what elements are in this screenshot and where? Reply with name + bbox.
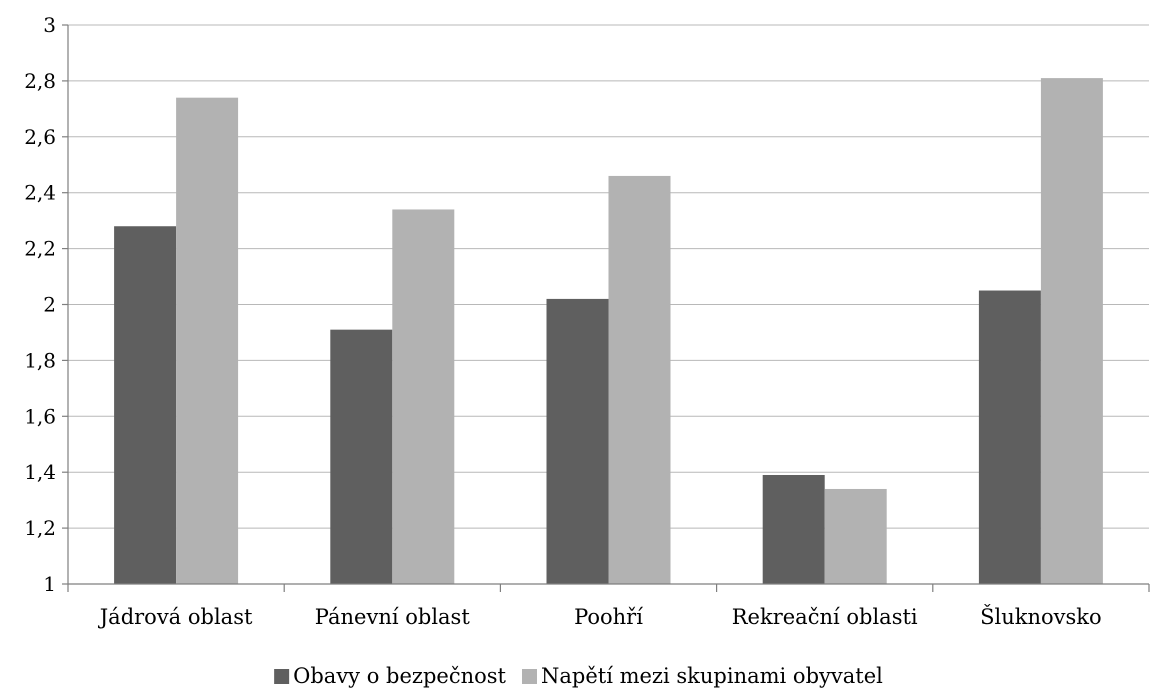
bar-napeti-3 xyxy=(824,488,887,584)
axes xyxy=(62,24,1150,592)
bar-obavy-0 xyxy=(114,226,177,585)
y-tick-label: 1,4 xyxy=(24,460,56,484)
y-tick-label: 1,6 xyxy=(24,404,56,428)
bar-obavy-2 xyxy=(546,298,609,584)
legend-label: Obavy o bezpečnost xyxy=(293,664,506,688)
y-tick-label: 2,8 xyxy=(24,69,56,93)
y-tick-label: 2,6 xyxy=(24,125,56,149)
bar-napeti-0 xyxy=(176,97,239,585)
y-tick-labels: 1 1,2 1,4 1,6 1,8 2 2,2 2,4 2,6 2,8 3 xyxy=(24,13,56,596)
y-tick-label: 1,8 xyxy=(24,348,56,372)
y-tick-label: 2,4 xyxy=(24,181,56,205)
bar-obavy-3 xyxy=(762,474,825,584)
bar-napeti-2 xyxy=(608,175,671,584)
legend-label: Napětí mezi skupinami obyvatel xyxy=(541,664,883,688)
legend-swatch xyxy=(522,669,537,684)
legend: Obavy o bezpečnost Napětí mezi skupinami … xyxy=(274,664,883,688)
x-tick-labels: Jádrová oblast Pánevní oblast Poohří Rekrea… xyxy=(98,604,1102,629)
x-tick-label: Rekreační oblasti xyxy=(732,605,918,629)
y-tick-label: 3 xyxy=(43,13,56,37)
legend-swatch xyxy=(274,669,290,684)
y-tick-label: 1 xyxy=(43,572,56,596)
y-tick-label: 2 xyxy=(43,293,56,317)
bars xyxy=(114,78,1103,585)
x-tick-label: Šluknovsko xyxy=(980,604,1102,629)
x-tick-label: Pánevní oblast xyxy=(315,605,471,629)
bar-napeti-4 xyxy=(1040,78,1103,584)
x-tick-label: Jádrová oblast xyxy=(98,605,253,629)
bar-napeti-1 xyxy=(392,209,455,584)
bar-obavy-4 xyxy=(978,290,1041,584)
x-tick-label: Poohří xyxy=(574,605,643,629)
y-tick-label: 2,2 xyxy=(24,237,56,261)
y-tick-label: 1,2 xyxy=(24,516,56,540)
bar-obavy-1 xyxy=(330,329,393,584)
